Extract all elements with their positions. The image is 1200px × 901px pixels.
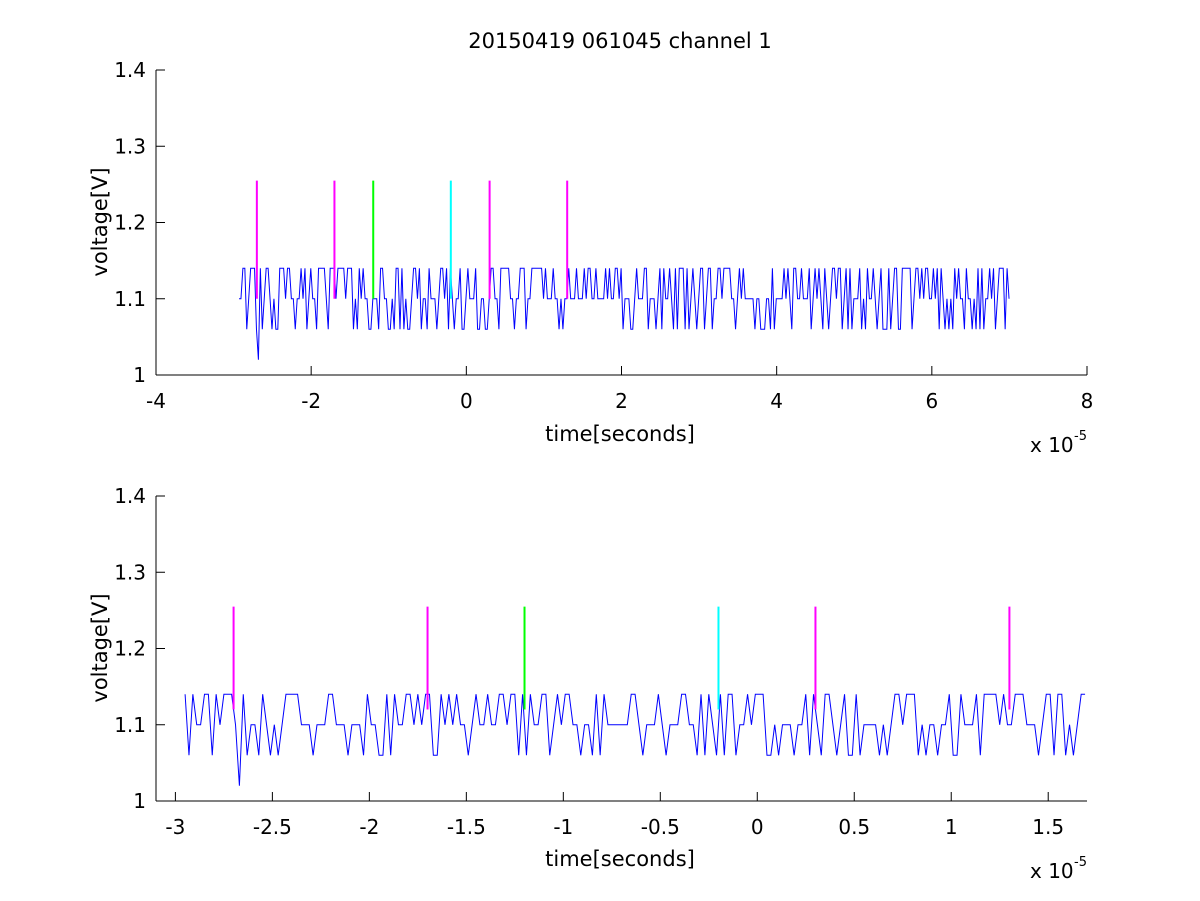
y-tick-label: 1.2 (114, 211, 146, 235)
x-tick-label: 0 (460, 389, 473, 413)
x-tick-label: 8 (1081, 389, 1094, 413)
bottom-y-axis-label: voltage[V] (88, 593, 112, 702)
chart-title: 20150419 061045 channel 1 (468, 29, 772, 53)
y-tick-label: 1.1 (114, 713, 146, 737)
x-tick-label: -3 (165, 815, 185, 839)
y-tick-label: 1.2 (114, 637, 146, 661)
x-tick-label: 0.5 (838, 815, 870, 839)
x-tick-label: 2 (615, 389, 628, 413)
voltage-trace-line (184, 693, 1086, 786)
y-tick-label: 1 (133, 363, 146, 387)
bottom-x-multiplier-base: x 10 (1030, 859, 1074, 883)
top-axes: -4 -2 0 2 4 6 8 1 1.1 1.2 1.3 1.4 (114, 58, 1093, 413)
x-tick-label: -2.5 (253, 815, 292, 839)
y-tick-label: 1.4 (114, 484, 146, 508)
x-tick-label: 1 (945, 815, 958, 839)
x-tick-label: 4 (770, 389, 783, 413)
top-x-axis-label: time[seconds] (545, 422, 695, 446)
x-tick-label: -2 (359, 815, 379, 839)
y-tick-label: 1.3 (114, 560, 146, 584)
x-tick-label: 0 (751, 815, 764, 839)
top-x-multiplier: x 10 -5 (1030, 429, 1087, 457)
y-tick-label: 1 (133, 789, 146, 813)
x-tick-label: -1.5 (447, 815, 486, 839)
top-x-multiplier-base: x 10 (1030, 433, 1074, 457)
x-tick-label: -1 (553, 815, 573, 839)
top-y-axis-label: voltage[V] (88, 167, 112, 276)
x-tick-label: -4 (146, 389, 166, 413)
x-tick-label: -0.5 (641, 815, 680, 839)
top-x-multiplier-exponent: -5 (1074, 429, 1087, 444)
bottom-x-axis-label: time[seconds] (545, 847, 695, 871)
x-tick-label: 1.5 (1032, 815, 1064, 839)
voltage-trace-line (239, 267, 1010, 360)
bottom-x-multiplier: x 10 -5 (1030, 855, 1087, 883)
y-tick-label: 1.4 (114, 58, 146, 82)
y-tick-label: 1.3 (114, 134, 146, 158)
bottom-axes: -3 -2.5 -2 -1.5 -1 -0.5 0 0.5 1 1.5 1 1.1 1.2 1.3 1.4 (114, 484, 1087, 839)
x-tick-label: 6 (925, 389, 938, 413)
x-tick-label: -2 (301, 389, 321, 413)
bottom-x-multiplier-exponent: -5 (1074, 855, 1087, 870)
y-tick-label: 1.1 (114, 287, 146, 311)
